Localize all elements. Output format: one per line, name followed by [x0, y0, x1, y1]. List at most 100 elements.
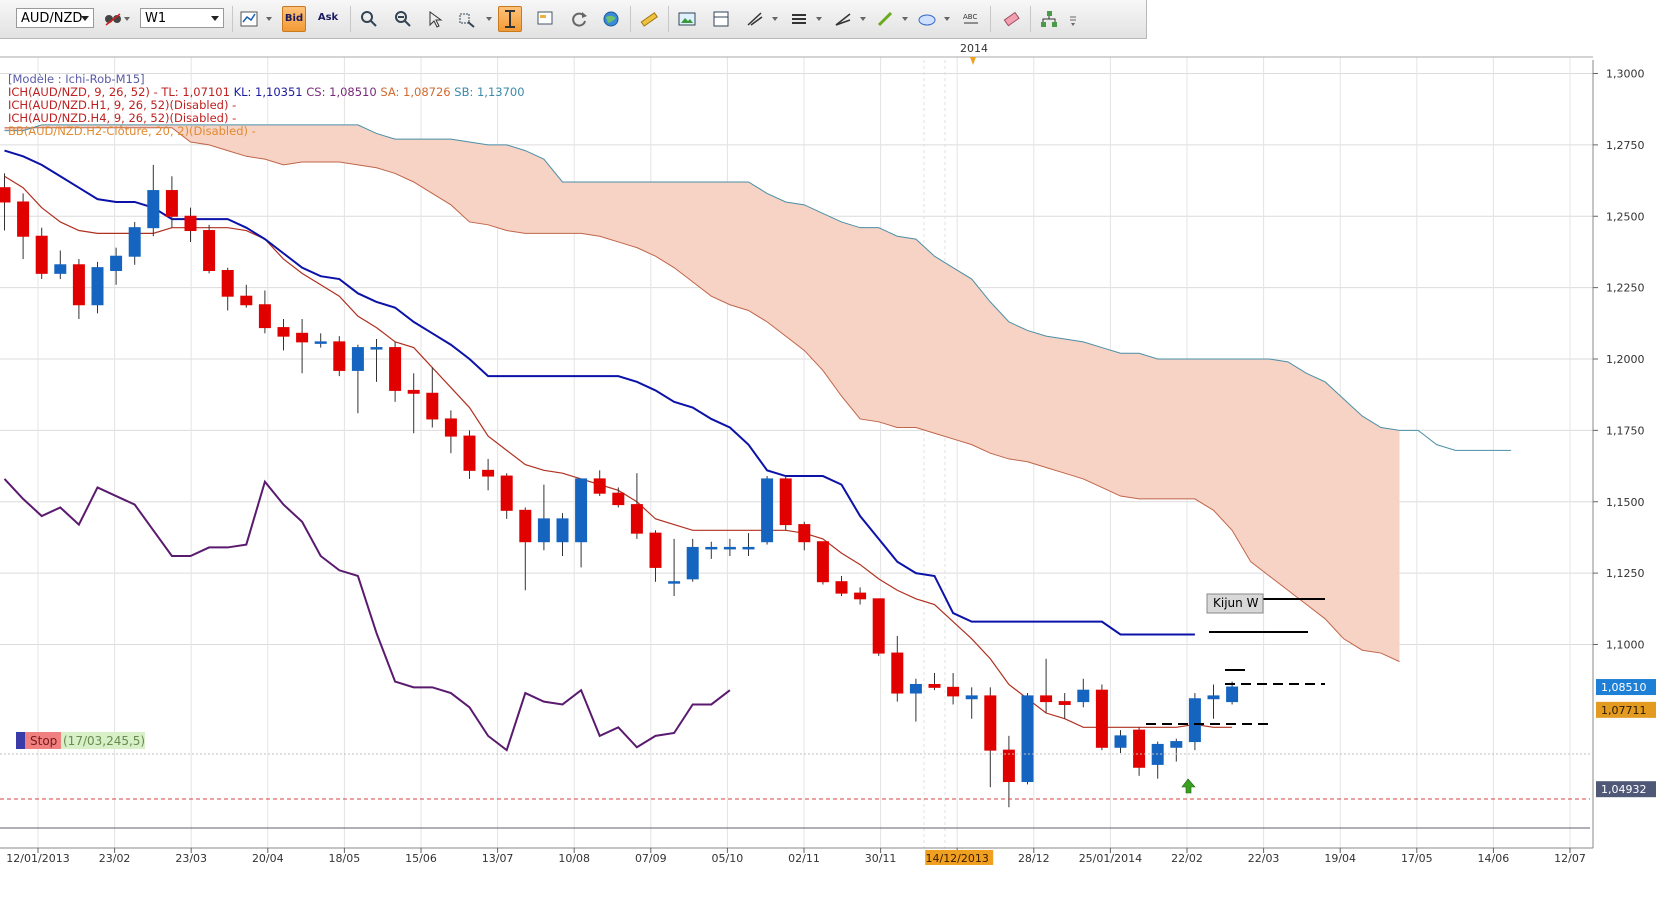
price-axis[interactable]: 1,3000 1,2750 1,2500 1,2250 1,2000 1,1750 1,15…: [1592, 60, 1645, 848]
network-icon[interactable]: [1040, 10, 1058, 28]
candle-body: [91, 267, 104, 306]
time-tick-label: 10/08: [558, 852, 590, 865]
candle-body: [909, 683, 922, 694]
cursor-icon[interactable]: [426, 10, 444, 28]
candle-body: [1133, 729, 1146, 768]
line-style-icon[interactable]: [240, 10, 258, 28]
time-tick-label: 05/10: [712, 852, 744, 865]
draw-tool-icon[interactable]: [746, 10, 764, 28]
candle-body: [54, 264, 67, 274]
trend-line-icon[interactable]: [834, 10, 852, 28]
toolbar-separator: [1030, 6, 1031, 32]
kijun-label-box[interactable]: [1206, 593, 1264, 614]
screenshot-icon[interactable]: [678, 10, 696, 28]
toolbar: AUD/NZD W1 Bid Ask ABC: [0, 0, 1147, 39]
eraser-icon[interactable]: [1002, 10, 1020, 28]
legend-ich-h1: ICH(AUD/NZD.H1, 9, 26, 52)(Disabled) -: [8, 98, 237, 112]
candle-body: [482, 469, 495, 477]
time-tick-label: 20/04: [252, 852, 284, 865]
candle-body: [1114, 735, 1127, 748]
time-tick-label: 23/03: [175, 852, 207, 865]
ruler-icon[interactable]: [640, 10, 658, 28]
low-price-tag: [1596, 781, 1656, 798]
ellipse-icon[interactable]: [918, 10, 936, 28]
candle-body: [779, 478, 792, 526]
horizontal-line-icon[interactable]: [790, 10, 808, 28]
cursor-date-label: 14/12/2013: [925, 852, 988, 865]
toolbar-separator: [350, 6, 351, 32]
time-tick-label: 13/07: [482, 852, 514, 865]
chevron-down-icon[interactable]: [816, 17, 822, 21]
autoscale-button[interactable]: [498, 6, 522, 32]
zoom-in-icon[interactable]: [360, 10, 378, 28]
stop-detail: (17/03,245,5): [63, 734, 145, 748]
cloud-area: [4, 124, 1400, 662]
ask-button[interactable]: Ask: [316, 6, 340, 32]
time-tick-label: 02/11: [788, 852, 820, 865]
zoom-area-icon[interactable]: [458, 10, 476, 28]
legend-kl: KL: 1,10351: [233, 85, 303, 99]
text-icon[interactable]: ABC: [962, 10, 980, 28]
stop-label: Stop: [30, 734, 57, 748]
time-tick-label: 22/02: [1171, 852, 1203, 865]
overflow-icon[interactable]: [1068, 10, 1086, 28]
candle-body: [426, 392, 439, 420]
chart-grid: [0, 57, 1593, 848]
bid-button[interactable]: Bid: [282, 6, 306, 32]
cursor-date-box: [925, 850, 994, 865]
candle-body: [389, 347, 402, 391]
chevron-down-icon[interactable]: [944, 17, 950, 21]
support-price-label: 1,07711: [1601, 704, 1647, 717]
price-chart[interactable]: Kijun W Stop (17/03,245,5) 1,30001,27501…: [0, 40, 1659, 909]
chevron-down-icon[interactable]: [266, 17, 272, 21]
binoculars-icon[interactable]: [104, 10, 122, 28]
autoscale-icon: [505, 10, 515, 28]
candle-body: [965, 695, 978, 700]
current-price-label: 1,08510: [1601, 681, 1647, 694]
candle-body: [1077, 689, 1090, 703]
time-tick-label: 07/09: [635, 852, 667, 865]
timeframe-value: W1: [145, 11, 167, 26]
chevron-down-icon[interactable]: [486, 17, 492, 21]
price-tick-label: 1,2250: [1606, 282, 1645, 295]
legend-ich-main: ICH(AUD/NZD, 9, 26, 52) - TL: 1,07101 KL…: [8, 86, 525, 98]
layout-icon[interactable]: [712, 10, 730, 28]
chevron-down-icon[interactable]: [124, 17, 130, 21]
candlesticks: [0, 164, 1239, 808]
candle-body: [891, 652, 904, 694]
timeframe-select[interactable]: W1: [140, 8, 224, 28]
price-tick-label: 1,2000: [1606, 353, 1645, 366]
candle-body: [147, 190, 160, 229]
candle-body: [742, 546, 755, 550]
candle-body: [296, 332, 309, 343]
pen-icon[interactable]: [876, 10, 894, 28]
chart-background: [0, 40, 1659, 909]
candle-body: [575, 478, 588, 543]
candle-body: [165, 190, 178, 217]
zoom-out-icon[interactable]: [394, 10, 412, 28]
current-price-tag: [1596, 679, 1656, 696]
candle-body: [686, 546, 699, 580]
template-icon[interactable]: [536, 10, 554, 28]
chevron-down-icon[interactable]: [772, 17, 778, 21]
time-axis[interactable]: 12/01/2013 23/02 23/03 20/04 18/05 15/06 13/07…: [0, 847, 1593, 865]
candle-body: [184, 215, 197, 232]
refresh-icon[interactable]: [570, 10, 588, 28]
candle-body: [0, 187, 11, 203]
legend-sb: SB: 1,13700: [454, 85, 525, 99]
chevron-down-icon[interactable]: [860, 17, 866, 21]
candle-body: [463, 435, 476, 471]
candle-body: [854, 592, 867, 600]
candle-body: [835, 581, 848, 594]
year-marker-label: 2014: [960, 42, 988, 55]
annotations: Kijun W Stop (17/03,245,5): [0, 593, 1590, 829]
globe-icon[interactable]: [602, 10, 620, 28]
ichimoku-cloud: [4, 124, 1512, 663]
stop-label-box[interactable]: [25, 732, 61, 749]
chikou-line: [3, 478, 731, 752]
chevron-down-icon[interactable]: [902, 17, 908, 21]
legend-bb: BB(AUD/NZD.H2-Clôture, 20, 2)(Disabled) …: [8, 124, 256, 138]
price-tick-label: 1,1500: [1606, 496, 1645, 509]
candle-body: [798, 524, 811, 543]
symbol-select[interactable]: AUD/NZD: [16, 8, 94, 28]
